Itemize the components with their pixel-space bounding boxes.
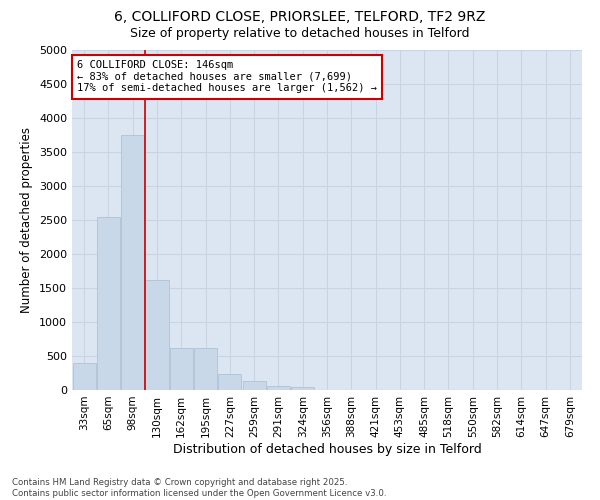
Y-axis label: Number of detached properties: Number of detached properties: [20, 127, 34, 313]
Bar: [291, 388, 314, 390]
Bar: [242, 381, 266, 390]
Bar: [121, 135, 144, 390]
X-axis label: Distribution of detached houses by size in Telford: Distribution of detached houses by size …: [173, 442, 481, 456]
Text: Size of property relative to detached houses in Telford: Size of property relative to detached ho…: [130, 28, 470, 40]
Text: 6, COLLIFORD CLOSE, PRIORSLEE, TELFORD, TF2 9RZ: 6, COLLIFORD CLOSE, PRIORSLEE, TELFORD, …: [115, 10, 485, 24]
Bar: [267, 386, 290, 390]
Bar: [170, 348, 193, 390]
Text: Contains HM Land Registry data © Crown copyright and database right 2025.
Contai: Contains HM Land Registry data © Crown c…: [12, 478, 386, 498]
Bar: [73, 364, 95, 390]
Bar: [194, 348, 217, 390]
Bar: [145, 280, 169, 390]
Bar: [97, 216, 120, 390]
Bar: [218, 374, 241, 390]
Text: 6 COLLIFORD CLOSE: 146sqm
← 83% of detached houses are smaller (7,699)
17% of se: 6 COLLIFORD CLOSE: 146sqm ← 83% of detac…: [77, 60, 377, 94]
